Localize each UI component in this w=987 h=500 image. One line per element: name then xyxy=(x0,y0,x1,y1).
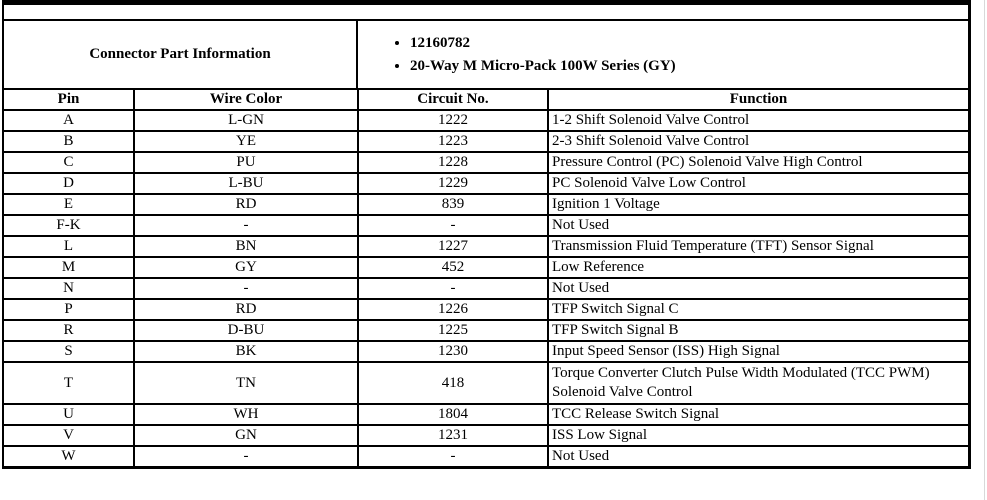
cell-wire-color: BK xyxy=(134,341,359,363)
cell-pin: T xyxy=(4,362,135,405)
cell-circuit-no: 1229 xyxy=(358,173,549,195)
cell-circuit-no: 1225 xyxy=(358,320,549,342)
cell-pin: U xyxy=(4,404,135,426)
table-row: N - - Not Used xyxy=(4,278,968,300)
cell-pin: N xyxy=(4,278,135,300)
column-header-wire-color: Wire Color xyxy=(134,90,359,111)
table-row: W - - Not Used xyxy=(4,446,968,466)
cell-pin: V xyxy=(4,425,135,447)
cell-circuit-no: 1228 xyxy=(358,152,549,174)
cell-wire-color: L-GN xyxy=(134,110,359,132)
table-row: T TN 418 Torque Converter Clutch Pulse Widt… xyxy=(4,362,968,405)
cell-circuit-no: 1231 xyxy=(358,425,549,447)
pinout-table-body: A L-GN 1222 1-2 Shift Solenoid Valve Contro… xyxy=(4,110,968,466)
table-row: S BK 1230 Input Speed Sensor (ISS) High Sig… xyxy=(4,341,968,363)
connector-part-bullet-item: 20-Way M Micro-Pack 100W Series (GY) xyxy=(410,57,676,76)
cell-wire-color: D-BU xyxy=(134,320,359,342)
table-row: E RD 839 Ignition 1 Voltage xyxy=(4,194,968,216)
cell-pin: E xyxy=(4,194,135,216)
cell-function: TCC Release Switch Signal xyxy=(548,404,968,426)
cell-circuit-no: 1230 xyxy=(358,341,549,363)
cell-circuit-no: - xyxy=(358,215,549,237)
cell-pin: D xyxy=(4,173,135,195)
column-header-function: Function xyxy=(548,90,968,111)
table-row: U WH 1804 TCC Release Switch Signal xyxy=(4,404,968,426)
cell-circuit-no: 1227 xyxy=(358,236,549,258)
connector-part-info-label: Connector Part Information xyxy=(4,21,358,88)
cell-function: Torque Converter Clutch Pulse Width Modu… xyxy=(548,362,968,405)
cell-circuit-no: 1226 xyxy=(358,299,549,321)
cell-function: PC Solenoid Valve Low Control xyxy=(548,173,968,195)
cell-pin: S xyxy=(4,341,135,363)
cell-function: Not Used xyxy=(552,448,610,464)
cell-wire-color: BN xyxy=(134,236,359,258)
cell-function: 1-2 Shift Solenoid Valve Control xyxy=(548,110,968,132)
connector-part-info-values: 12160782 20-Way M Micro-Pack 100W Series … xyxy=(358,21,968,88)
cell-circuit-no: 1804 xyxy=(358,404,549,426)
connector-pinout-sheet: Connector Part Information 12160782 20-Wa… xyxy=(2,0,971,469)
table-top-spacer-row xyxy=(4,5,968,21)
cell-pin: M xyxy=(4,257,135,279)
cell-circuit-no: 839 xyxy=(358,194,549,216)
cell-circuit-no: - xyxy=(358,278,549,300)
cell-pin: A xyxy=(4,110,135,132)
cell-function: Pressure Control (PC) Solenoid Valve Hig… xyxy=(548,152,968,174)
table-row: B YE 1223 2-3 Shift Solenoid Valve Control xyxy=(4,131,968,153)
cell-pin: R xyxy=(4,320,135,342)
cell-pin: P xyxy=(4,299,135,321)
cell-circuit-no: 418 xyxy=(358,362,549,405)
table-row: P RD 1226 TFP Switch Signal C xyxy=(4,299,968,321)
cell-function: 2-3 Shift Solenoid Valve Control xyxy=(548,131,968,153)
cell-pin: L xyxy=(4,236,135,258)
cell-circuit-no: 1222 xyxy=(358,110,549,132)
column-header-pin: Pin xyxy=(4,90,135,111)
cell-pin: B xyxy=(4,131,135,153)
cell-wire-color: TN xyxy=(134,362,359,405)
cell-circuit-no: 1223 xyxy=(358,131,549,153)
table-row: R D-BU 1225 TFP Switch Signal B xyxy=(4,320,968,342)
cell-wire-color: GY xyxy=(134,257,359,279)
cell-function: TFP Switch Signal C xyxy=(548,299,968,321)
cell-function: Not Used xyxy=(548,215,968,237)
table-row: M GY 452 Low Reference xyxy=(4,257,968,279)
cell-wire-color: RD xyxy=(134,299,359,321)
cell-pin: W xyxy=(4,446,135,466)
pinout-table: Pin Wire Color Circuit No. Function A L-G… xyxy=(4,90,968,466)
cell-wire-color: GN xyxy=(134,425,359,447)
table-row: C PU 1228 Pressure Control (PC) Solenoid Va… xyxy=(4,152,968,174)
connector-part-bullet-item: 12160782 xyxy=(410,34,676,53)
cell-function: TFP Switch Signal B xyxy=(548,320,968,342)
table-row: L BN 1227 Transmission Fluid Temperature (T… xyxy=(4,236,968,258)
connector-part-info-row: Connector Part Information 12160782 20-Wa… xyxy=(4,21,968,90)
cell-wire-color: - xyxy=(134,278,359,300)
cell-wire-color: YE xyxy=(134,131,359,153)
pinout-header-row: Pin Wire Color Circuit No. Function xyxy=(4,90,968,111)
cell-function: Transmission Fluid Temperature (TFT) Sen… xyxy=(548,236,968,258)
cell-circuit-no: - xyxy=(358,446,549,466)
connector-part-bullet-list: 12160782 20-Way M Micro-Pack 100W Series … xyxy=(358,30,676,80)
cell-function: Low Reference xyxy=(548,257,968,279)
table-row: F-K - - Not Used xyxy=(4,215,968,237)
cell-wire-color: L-BU xyxy=(134,173,359,195)
cell-function: Ignition 1 Voltage xyxy=(548,194,968,216)
page-edge-line xyxy=(984,0,985,500)
cell-pin: F-K xyxy=(4,215,135,237)
cell-function: Input Speed Sensor (ISS) High Signal xyxy=(548,341,968,363)
cell-pin: C xyxy=(4,152,135,174)
table-row: A L-GN 1222 1-2 Shift Solenoid Valve Contro… xyxy=(4,110,968,132)
table-row: V GN 1231 ISS Low Signal xyxy=(4,425,968,447)
cell-wire-color: - xyxy=(134,446,359,466)
cell-wire-color: PU xyxy=(134,152,359,174)
cell-wire-color: RD xyxy=(134,194,359,216)
cell-function: Not Used xyxy=(548,278,968,300)
cell-function: ISS Low Signal xyxy=(548,425,968,447)
column-header-circuit-no: Circuit No. xyxy=(358,90,549,111)
cell-circuit-no: 452 xyxy=(358,257,549,279)
cell-wire-color: - xyxy=(134,215,359,237)
cell-wire-color: WH xyxy=(134,404,359,426)
table-row: D L-BU 1229 PC Solenoid Valve Low Control xyxy=(4,173,968,195)
